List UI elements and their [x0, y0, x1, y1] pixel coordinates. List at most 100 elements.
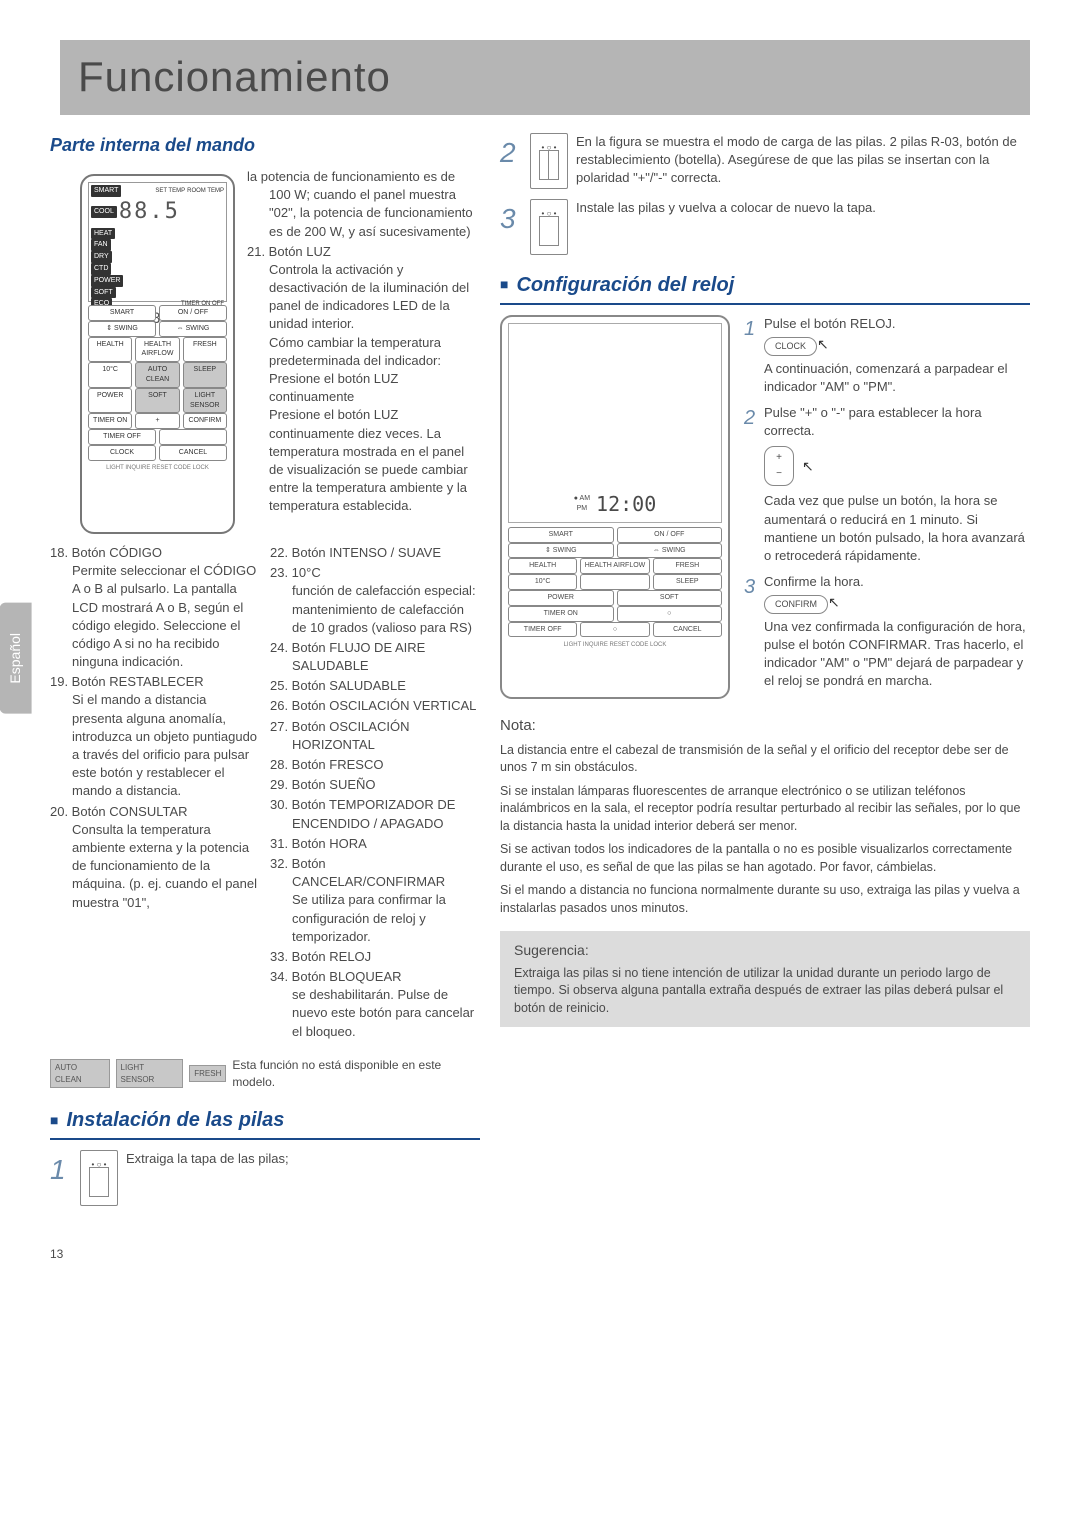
- step-number: 2: [500, 133, 522, 172]
- mode-chip: DRY: [91, 251, 112, 263]
- remote-button: POWER: [88, 388, 132, 414]
- list-columns: 18. Botón CÓDIGO Permite seleccionar el …: [50, 544, 480, 1043]
- remote-button: TIMER ON: [508, 606, 614, 622]
- arrow-icon: ↖: [828, 594, 840, 610]
- list-item: 32. Botón CANCELAR/CONFIRMAR Se utiliza …: [270, 855, 480, 946]
- battery-step-3: 3 • ○ • Instale las pilas y vuelva a col…: [500, 199, 1030, 255]
- remote-button: HEALTH AIRFLOW: [580, 558, 649, 574]
- list-item: 23. 10°C función de calefacción especial…: [270, 564, 480, 637]
- remote-button: ⇔ SWING: [159, 321, 227, 337]
- list-item: 22. Botón INTENSO / SUAVE: [270, 544, 480, 562]
- remote-button: HEALTH: [508, 558, 577, 574]
- not-available-row: AUTO CLEAN LIGHT SENSOR FRESH Esta funci…: [50, 1057, 480, 1091]
- left-column: Parte interna del mando SMART SET TEMP R…: [50, 133, 480, 1217]
- clock-lcd: ● AMPM 12:00: [508, 323, 722, 523]
- battery-icon: • ○ •: [530, 133, 568, 189]
- remote-button: TIMER OFF: [508, 622, 577, 638]
- remote-button: ○: [617, 606, 723, 622]
- step-number: 1: [50, 1150, 72, 1189]
- na-badge: AUTO CLEAN: [50, 1059, 110, 1087]
- nota-heading: Nota:: [500, 715, 1030, 736]
- remote-button: CANCEL: [159, 445, 227, 461]
- remote-button: +: [135, 413, 179, 429]
- clock-heading: Configuración del reloj: [500, 271, 1030, 305]
- right-column: 2 • ○ • En la figura se muestra el modo …: [500, 133, 1030, 1217]
- list-col2-upper: la potencia de funcionamiento es de 100 …: [247, 168, 480, 544]
- lcd-label: SET TEMP: [155, 187, 185, 195]
- step-text: Extraiga la tapa de las pilas;: [126, 1150, 289, 1168]
- remote-button: FRESH: [183, 337, 227, 363]
- remote-button: CANCEL: [653, 622, 722, 638]
- mode-chip: SMART: [91, 185, 121, 197]
- plus-minus-icon: +−: [764, 446, 794, 486]
- battery-heading: Instalación de las pilas: [50, 1106, 480, 1140]
- language-tab: Español: [0, 603, 32, 714]
- clock-step-2: 2 Pulse "+" o "-" para establecer la hor…: [744, 404, 1030, 565]
- mode-chip: CTD: [91, 263, 111, 275]
- remote-button: FRESH: [653, 558, 722, 574]
- remote-button: LIGHT SENSOR: [183, 388, 227, 414]
- mode-chip: COOL: [91, 206, 117, 218]
- mode-chip: SOFT: [91, 287, 116, 299]
- list-item: 28. Botón FRESCO: [270, 756, 480, 774]
- list-item: la potencia de funcionamiento es de 100 …: [247, 168, 480, 241]
- step-body: Una vez confirmada la configuración de h…: [764, 618, 1030, 691]
- step-text: Confirme la hora.: [764, 573, 1030, 591]
- remote-button: SMART: [508, 527, 614, 543]
- nota-paragraph: Si se activan todos los indicadores de l…: [500, 841, 1030, 876]
- tip-box: Sugerencia: Extraiga las pilas si no tie…: [500, 931, 1030, 1027]
- nota-paragraph: Si se instalan lámparas fluorescentes de…: [500, 783, 1030, 836]
- list-item: 34. Botón BLOQUEAR se deshabilitarán. Pu…: [270, 968, 480, 1041]
- na-badge: LIGHT SENSOR: [116, 1059, 184, 1087]
- page-number: 13: [50, 1246, 1030, 1263]
- step-text: En la figura se muestra el modo de carga…: [576, 133, 1030, 188]
- remote-button: ○: [580, 622, 649, 638]
- page-title: Funcionamiento: [78, 48, 1012, 107]
- remote-button: SLEEP: [653, 574, 722, 590]
- list-item: 31. Botón HORA: [270, 835, 480, 853]
- main-content: Español Parte interna del mando SMART SE…: [50, 133, 1030, 1217]
- battery-step-2: 2 • ○ • En la figura se muestra el modo …: [500, 133, 1030, 189]
- list-item: 29. Botón SUEÑO: [270, 776, 480, 794]
- remote-lcd: SMART SET TEMP ROOM TEMP COOL 88.5 HEAT …: [88, 182, 227, 302]
- remote-button: 10°C: [88, 362, 132, 388]
- tip-heading: Sugerencia:: [514, 941, 1016, 961]
- remote-button: SOFT: [135, 388, 179, 414]
- step-body: Cada vez que pulse un botón, la hora se …: [764, 492, 1030, 565]
- remote-button: ON / OFF: [159, 305, 227, 321]
- step-number: 2: [744, 404, 758, 565]
- list-item: 25. Botón SALUDABLE: [270, 677, 480, 695]
- remote-button: [159, 429, 227, 445]
- tip-text: Extraiga las pilas si no tiene intención…: [514, 965, 1016, 1018]
- arrow-icon: ↖: [802, 457, 814, 477]
- clock-badge: CLOCK: [764, 337, 817, 356]
- nota-body: La distancia entre el cabezal de transmi…: [500, 742, 1030, 918]
- nota-paragraph: Si el mando a distancia no funciona norm…: [500, 882, 1030, 917]
- remote-button: CLOCK: [88, 445, 156, 461]
- remote-button: ⇔ SWING: [617, 543, 723, 559]
- remote-bottom-labels: LIGHT INQUIRE RESET CODE LOCK: [508, 641, 722, 649]
- confirm-badge: CONFIRM: [764, 595, 828, 614]
- remote-button: POWER: [508, 590, 614, 606]
- remote-button: ⇕ SWING: [508, 543, 614, 559]
- list-item: 18. Botón CÓDIGO Permite seleccionar el …: [50, 544, 260, 671]
- lcd-digits: 88.5: [119, 197, 180, 228]
- battery-step-1: 1 • ○ • Extraiga la tapa de las pilas;: [50, 1150, 480, 1206]
- remote-button: SOFT: [617, 590, 723, 606]
- list-item: 27. Botón OSCILACIÓN HORIZONTAL: [270, 718, 480, 754]
- step-number: 3: [500, 199, 522, 238]
- lcd-label: ROOM TEMP: [187, 187, 224, 195]
- na-badge: FRESH: [189, 1065, 226, 1082]
- remote-bottom-labels: LIGHT INQUIRE RESET CODE LOCK: [88, 464, 227, 472]
- step-text: Pulse el botón RELOJ.: [764, 315, 1030, 333]
- remote-button: SLEEP: [183, 362, 227, 388]
- step-text: Instale las pilas y vuelva a colocar de …: [576, 199, 876, 217]
- clock-time: 12:00: [596, 490, 656, 518]
- remote-button: CONFIRM: [183, 413, 227, 429]
- nota-paragraph: La distancia entre el cabezal de transmi…: [500, 742, 1030, 777]
- remote-button: SMART: [88, 305, 156, 321]
- arrow-icon: ↖: [817, 336, 829, 352]
- clock-step-1: 1 Pulse el botón RELOJ. CLOCK↖ A continu…: [744, 315, 1030, 396]
- list-item: 21. Botón LUZ Controla la activación y d…: [247, 243, 480, 516]
- list-item: 24. Botón FLUJO DE AIRE SALUDABLE: [270, 639, 480, 675]
